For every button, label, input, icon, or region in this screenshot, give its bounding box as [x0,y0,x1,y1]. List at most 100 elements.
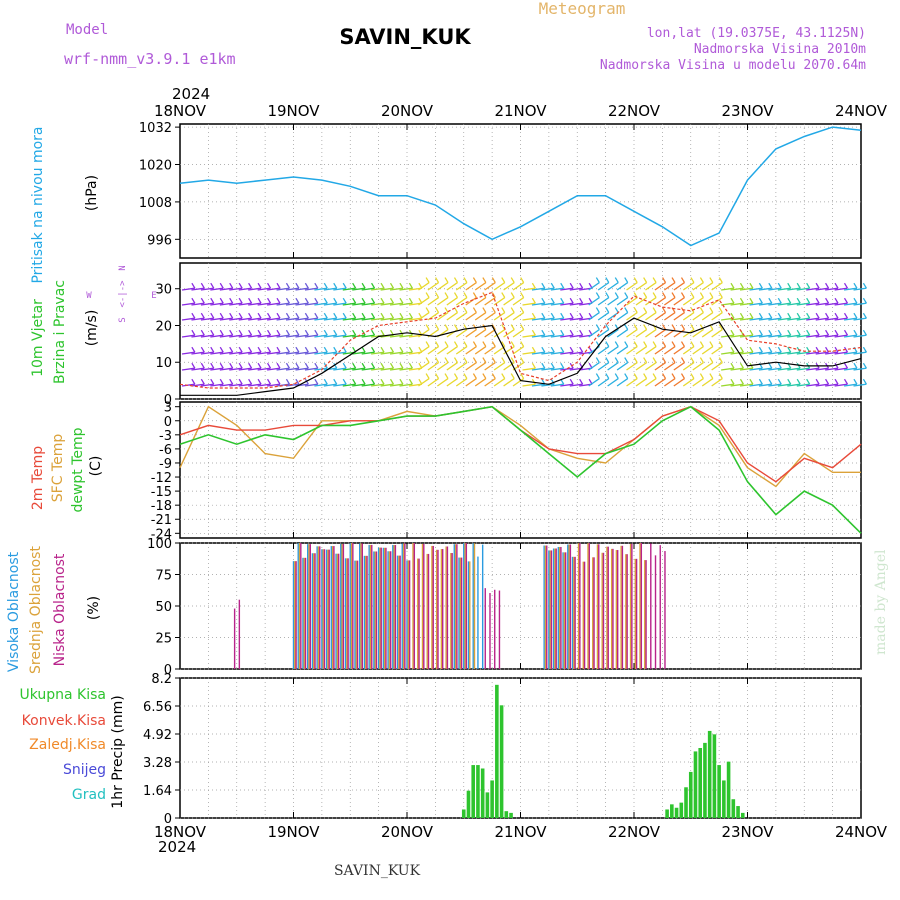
wind-barb [654,282,666,291]
wind-barb [588,329,600,338]
wind-barb [699,292,704,298]
wind-barb [191,317,205,321]
wind-barb [541,334,555,338]
wind-barb [210,334,224,338]
wind-barb [730,329,735,336]
wind-barb [531,383,545,387]
wind-barb [834,367,848,371]
wind-barb [399,367,413,371]
wind-barb [662,341,667,347]
wind-barb [389,297,395,304]
wind-barb [418,378,430,387]
wind-barb [815,312,820,319]
precip-legend-grad: Grad [72,787,106,803]
wind-barb [501,292,506,298]
wind-barb [323,378,328,385]
wind-barb [721,383,735,387]
wind-barb [643,357,648,363]
wind-barb [482,357,487,363]
wind-barb [853,367,867,371]
wind-barb [399,383,413,387]
wind-barb [730,297,735,304]
wind-barb [371,297,376,304]
precip-legend-total: Ukupna Kisa [19,687,106,703]
wind-barb [181,383,195,387]
wind-barb [692,346,704,355]
wind-barb [749,351,763,355]
wind-barb [399,329,404,336]
wind-barb [219,317,233,321]
wind-barb [664,346,676,355]
wind-barb [834,362,839,369]
wind-barb [408,312,413,319]
wind-barb [758,297,763,304]
wind-barb [408,346,413,353]
wind-barb [560,282,565,289]
wind-barb [699,357,704,363]
wind-barb [437,362,449,371]
wind-barb [453,341,459,347]
wind-barb [399,346,404,353]
wind-barb [579,346,584,353]
wind-barb [371,367,385,371]
watermark: made by Angel [873,549,889,655]
wind-barb [768,287,782,291]
wind-barb [453,277,459,283]
wind-barb [491,277,496,283]
wind-barb [191,367,205,371]
wind-barb [276,282,281,289]
wind-barb [853,362,858,369]
wind-barb [266,346,272,353]
wind-barb [314,302,328,306]
wind-barb [229,312,234,319]
wind-barb [605,357,610,363]
precip-bar [480,768,485,818]
wind-barb [200,383,214,387]
wind-barb [652,292,657,298]
wind-barb [664,362,676,371]
wind-barb [749,378,754,385]
xtick-bottom-label: 18NOV [154,823,207,841]
wind-barb [314,287,328,291]
wind-barb [257,297,262,304]
wind-barb [380,329,385,336]
wind-barb [484,282,496,291]
wind-barb [446,282,458,291]
wind-barb [371,362,376,369]
wind-barb [680,357,686,363]
wind-barb [699,277,704,283]
wind-barb [427,282,439,291]
wind-barb [597,282,610,291]
wind-barb [472,324,477,330]
wind-barb [484,329,496,338]
wind-barb [560,287,574,291]
wind-barb [181,287,195,291]
plot-layer: 996100810201032010203030-3-6-9-12-15-18-… [139,102,888,841]
wind-barb [191,287,205,291]
precip-ytick-label: 4.92 [143,728,172,743]
cloud-outer-label-3: Niska Oblacnost [52,553,68,666]
wind-barb [796,383,810,387]
wind-barb [482,307,487,313]
wind-barb [444,307,449,313]
wind-barb [304,302,318,306]
wind-barb [787,312,792,319]
wind-barb [257,346,262,353]
wind-barb [569,317,583,321]
wind-barb [834,302,848,306]
wind-barb [654,312,666,321]
wind-barb [361,383,375,387]
xtick-top-label: 21NOV [494,102,547,120]
wind-barb [210,302,224,306]
wind-barb [266,378,272,385]
wind-barb [520,357,525,363]
compass-arrows: <-|-> [118,280,128,308]
wind-barb [768,351,782,355]
wind-barb [465,312,477,321]
wind-barb [614,292,619,298]
wind-barb [673,362,685,371]
wind-barb [238,362,243,369]
wind-barb [444,341,449,347]
station-title: SAVIN_KUK [339,25,471,49]
xtick-top-label: 24NOV [835,102,888,120]
